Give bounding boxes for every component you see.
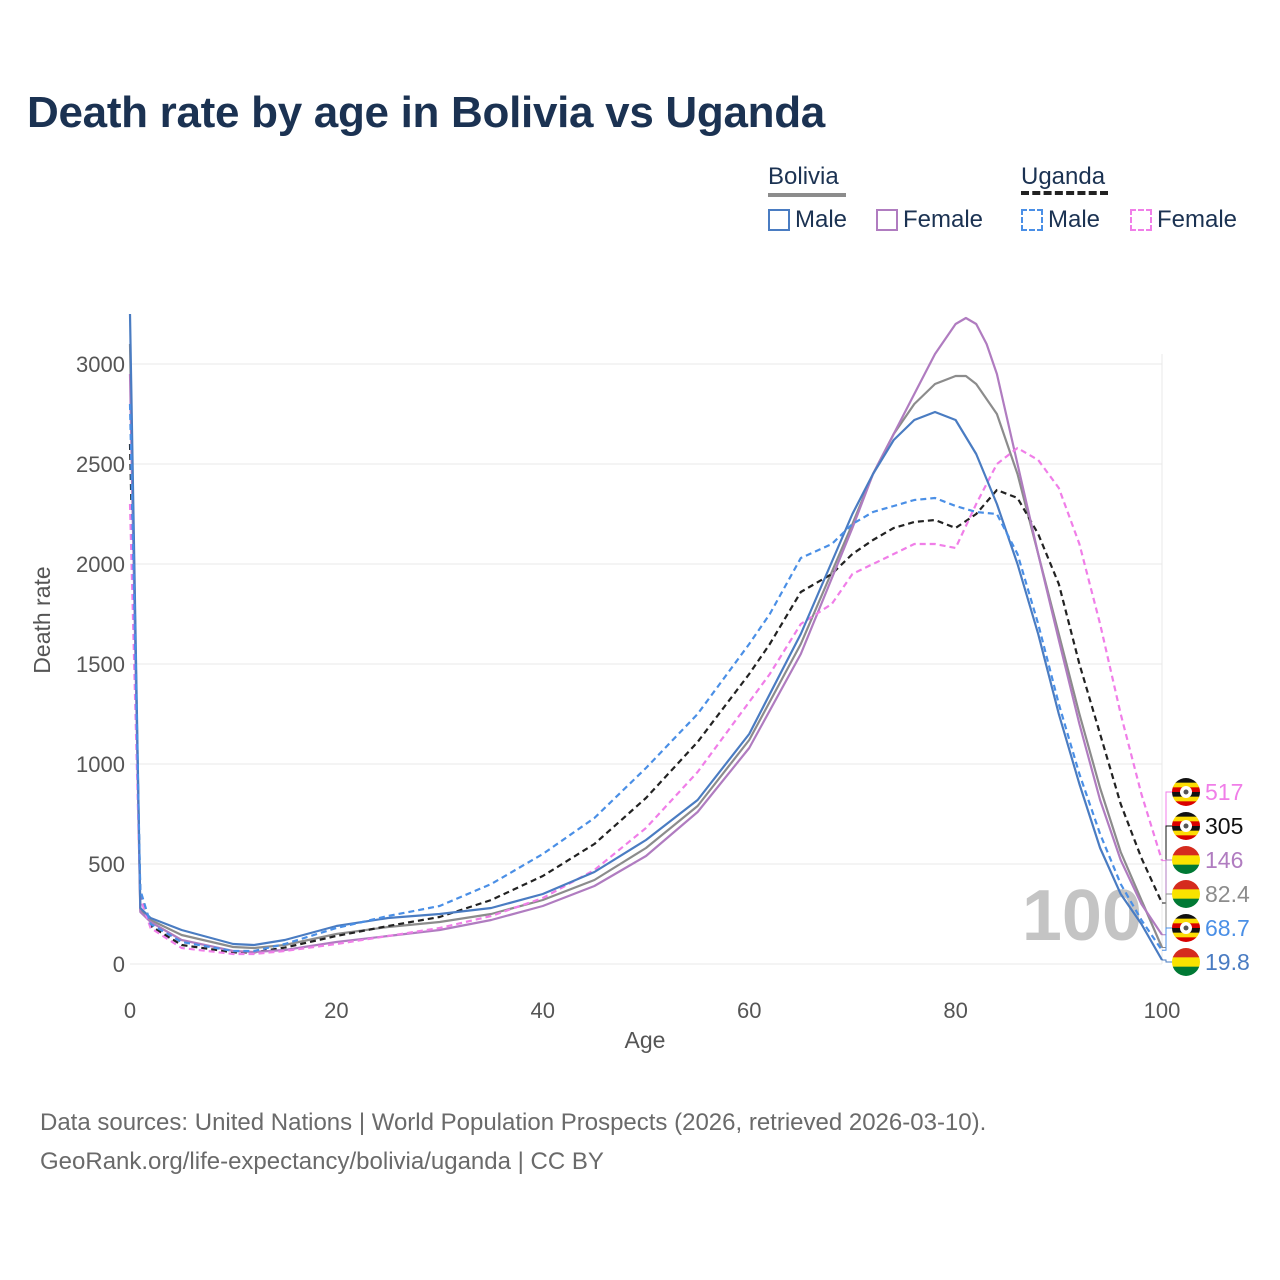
end-value-label: 19.8 <box>1205 949 1250 975</box>
end-label-connector <box>1162 959 1172 963</box>
y-tick-label: 1500 <box>76 652 125 677</box>
legend-group-bolivia-title: Bolivia <box>768 163 839 190</box>
age-watermark: 100 <box>1022 876 1142 956</box>
series-layer <box>128 313 1164 961</box>
legend-swatch-uganda-female <box>1130 209 1152 231</box>
y-axis-label: Death rate <box>29 566 55 673</box>
end-label-layer: 517 305 146 82.4 68.7 19.8 <box>1172 778 1250 976</box>
x-axis-label: Age <box>625 1027 666 1053</box>
legend-label-bolivia-male: Male <box>795 206 848 233</box>
legend-swatch-bolivia-female <box>876 209 898 231</box>
end-label-connector <box>1162 927 1172 951</box>
y-tick-label: 0 <box>113 952 125 977</box>
legend-item-bolivia-male[interactable]: Male <box>768 206 847 234</box>
legend-label-uganda-male: Male <box>1048 206 1101 233</box>
legend-swatch-bolivia-male <box>768 209 790 231</box>
legend-group-bolivia-line <box>768 193 846 197</box>
y-tick-label: 1000 <box>76 752 125 777</box>
x-tick-label: 60 <box>737 998 761 1023</box>
legend-swatch-uganda-male <box>1021 209 1043 231</box>
legend-group-uganda-line <box>1021 191 1108 195</box>
flag-bolivia-icon <box>1172 880 1200 908</box>
y-tick-label: 500 <box>88 852 125 877</box>
legend-item-bolivia-female[interactable]: Female <box>876 206 983 234</box>
flag-bolivia-icon <box>1172 948 1200 976</box>
end-value-label: 517 <box>1205 779 1243 805</box>
end-label-connector <box>1162 859 1172 936</box>
legend-label-bolivia-female: Female <box>903 206 984 233</box>
end-value-label: 68.7 <box>1205 915 1250 941</box>
x-tick-label: 100 <box>1144 998 1181 1023</box>
y-tick-label: 2000 <box>76 552 125 577</box>
x-tick-label: 0 <box>124 998 136 1023</box>
series-line-bolivia-male <box>128 313 1163 961</box>
legend-label-uganda-female: Female <box>1157 206 1238 233</box>
source-line-2[interactable]: GeoRank.org/life-expectancy/bolivia/ugan… <box>40 1148 604 1175</box>
flag-bolivia-icon <box>1172 846 1200 874</box>
flag-uganda-icon <box>1172 812 1200 840</box>
end-value-label: 305 <box>1205 813 1243 839</box>
end-value-label: 82.4 <box>1205 881 1250 907</box>
x-tick-label: 80 <box>943 998 967 1023</box>
flag-uganda-icon <box>1172 914 1200 942</box>
end-value-label: 146 <box>1205 847 1243 873</box>
series-line-uganda-total <box>128 443 1164 954</box>
source-line-1: Data sources: United Nations | World Pop… <box>40 1109 987 1136</box>
page-title: Death rate by age in Bolivia vs Uganda <box>27 88 825 137</box>
connector-layer <box>1162 791 1172 963</box>
axis-layer: 0 500 1000 1500 2000 2500 3000 0 20 40 60 80 100 <box>76 352 1180 1023</box>
flag-uganda-icon <box>1172 778 1200 806</box>
x-tick-label: 20 <box>324 998 348 1023</box>
death-rate-chart: 100 0 500 1000 1500 2000 2500 3000 0 20 40 60 80 100… <box>29 313 1250 1053</box>
end-label-connector <box>1162 893 1172 949</box>
grid-layer <box>130 354 1163 965</box>
legend-item-uganda-male[interactable]: Male <box>1021 206 1100 234</box>
series-line-uganda-male <box>128 403 1163 953</box>
y-tick-label: 3000 <box>76 352 125 377</box>
series-line-bolivia-total <box>128 343 1164 950</box>
series-line-uganda-female <box>128 446 1164 956</box>
x-tick-label: 40 <box>531 998 555 1023</box>
legend-group-uganda-title: Uganda <box>1021 163 1106 190</box>
y-tick-label: 2500 <box>76 452 125 477</box>
end-label-connector <box>1162 825 1172 904</box>
series-line-bolivia-female <box>128 316 1163 954</box>
legend-item-uganda-female[interactable]: Female <box>1130 206 1237 234</box>
